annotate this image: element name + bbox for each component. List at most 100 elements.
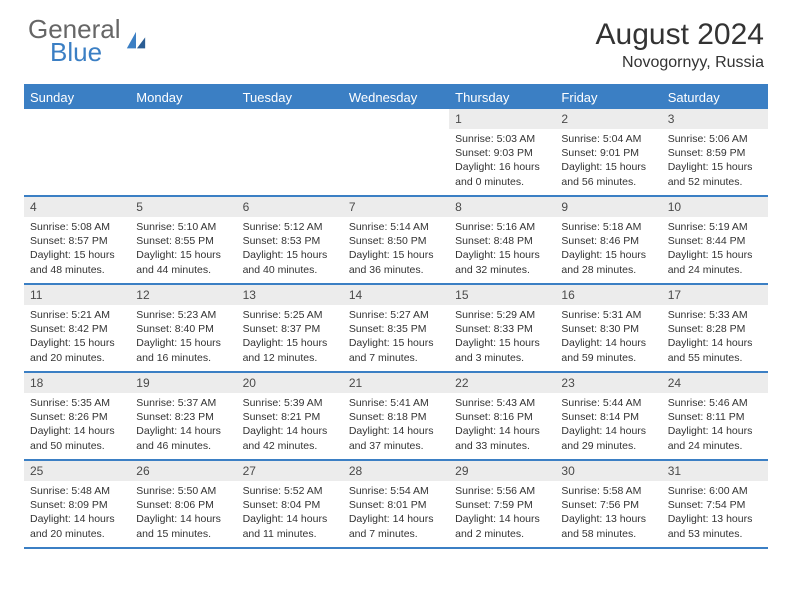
day-cell: 27Sunrise: 5:52 AMSunset: 8:04 PMDayligh…	[237, 461, 343, 547]
day-details: Sunrise: 6:00 AMSunset: 7:54 PMDaylight:…	[662, 481, 768, 546]
weeks-container: 1Sunrise: 5:03 AMSunset: 9:03 PMDaylight…	[24, 109, 768, 549]
day-number: 7	[343, 197, 449, 217]
day-details: Sunrise: 5:46 AMSunset: 8:11 PMDaylight:…	[662, 393, 768, 458]
day-cell	[343, 109, 449, 195]
day-details: Sunrise: 5:06 AMSunset: 8:59 PMDaylight:…	[662, 129, 768, 194]
weekday-label: Wednesday	[343, 86, 449, 109]
day-number: 24	[662, 373, 768, 393]
day-cell: 2Sunrise: 5:04 AMSunset: 9:01 PMDaylight…	[555, 109, 661, 195]
day-details: Sunrise: 5:19 AMSunset: 8:44 PMDaylight:…	[662, 217, 768, 282]
week-row: 11Sunrise: 5:21 AMSunset: 8:42 PMDayligh…	[24, 285, 768, 373]
day-number: 26	[130, 461, 236, 481]
day-details: Sunrise: 5:16 AMSunset: 8:48 PMDaylight:…	[449, 217, 555, 282]
week-row: 4Sunrise: 5:08 AMSunset: 8:57 PMDaylight…	[24, 197, 768, 285]
day-cell: 14Sunrise: 5:27 AMSunset: 8:35 PMDayligh…	[343, 285, 449, 371]
week-row: 18Sunrise: 5:35 AMSunset: 8:26 PMDayligh…	[24, 373, 768, 461]
day-details: Sunrise: 5:41 AMSunset: 8:18 PMDaylight:…	[343, 393, 449, 458]
day-cell: 19Sunrise: 5:37 AMSunset: 8:23 PMDayligh…	[130, 373, 236, 459]
title-block: August 2024 Novogornyy, Russia	[596, 18, 764, 72]
day-details: Sunrise: 5:35 AMSunset: 8:26 PMDaylight:…	[24, 393, 130, 458]
day-details: Sunrise: 5:25 AMSunset: 8:37 PMDaylight:…	[237, 305, 343, 370]
day-details: Sunrise: 5:04 AMSunset: 9:01 PMDaylight:…	[555, 129, 661, 194]
brand-logo: General Blue	[28, 18, 147, 65]
day-details: Sunrise: 5:58 AMSunset: 7:56 PMDaylight:…	[555, 481, 661, 546]
day-details: Sunrise: 5:21 AMSunset: 8:42 PMDaylight:…	[24, 305, 130, 370]
weekday-label: Thursday	[449, 86, 555, 109]
day-number: 4	[24, 197, 130, 217]
day-cell: 10Sunrise: 5:19 AMSunset: 8:44 PMDayligh…	[662, 197, 768, 283]
day-cell: 11Sunrise: 5:21 AMSunset: 8:42 PMDayligh…	[24, 285, 130, 371]
day-details: Sunrise: 5:29 AMSunset: 8:33 PMDaylight:…	[449, 305, 555, 370]
day-cell: 31Sunrise: 6:00 AMSunset: 7:54 PMDayligh…	[662, 461, 768, 547]
day-details: Sunrise: 5:18 AMSunset: 8:46 PMDaylight:…	[555, 217, 661, 282]
day-cell: 5Sunrise: 5:10 AMSunset: 8:55 PMDaylight…	[130, 197, 236, 283]
day-number: 31	[662, 461, 768, 481]
day-cell: 20Sunrise: 5:39 AMSunset: 8:21 PMDayligh…	[237, 373, 343, 459]
day-details: Sunrise: 5:08 AMSunset: 8:57 PMDaylight:…	[24, 217, 130, 282]
weekday-label: Saturday	[662, 86, 768, 109]
day-cell: 7Sunrise: 5:14 AMSunset: 8:50 PMDaylight…	[343, 197, 449, 283]
day-number: 25	[24, 461, 130, 481]
day-cell: 26Sunrise: 5:50 AMSunset: 8:06 PMDayligh…	[130, 461, 236, 547]
day-cell: 9Sunrise: 5:18 AMSunset: 8:46 PMDaylight…	[555, 197, 661, 283]
day-details: Sunrise: 5:33 AMSunset: 8:28 PMDaylight:…	[662, 305, 768, 370]
sail-icon	[125, 30, 147, 52]
weekday-label: Sunday	[24, 86, 130, 109]
day-number: 14	[343, 285, 449, 305]
day-details: Sunrise: 5:10 AMSunset: 8:55 PMDaylight:…	[130, 217, 236, 282]
day-cell: 1Sunrise: 5:03 AMSunset: 9:03 PMDaylight…	[449, 109, 555, 195]
day-cell: 16Sunrise: 5:31 AMSunset: 8:30 PMDayligh…	[555, 285, 661, 371]
day-cell: 22Sunrise: 5:43 AMSunset: 8:16 PMDayligh…	[449, 373, 555, 459]
calendar: SundayMondayTuesdayWednesdayThursdayFrid…	[24, 84, 768, 549]
day-details: Sunrise: 5:39 AMSunset: 8:21 PMDaylight:…	[237, 393, 343, 458]
day-cell: 13Sunrise: 5:25 AMSunset: 8:37 PMDayligh…	[237, 285, 343, 371]
day-cell: 24Sunrise: 5:46 AMSunset: 8:11 PMDayligh…	[662, 373, 768, 459]
day-number: 19	[130, 373, 236, 393]
day-details: Sunrise: 5:44 AMSunset: 8:14 PMDaylight:…	[555, 393, 661, 458]
day-number: 9	[555, 197, 661, 217]
day-number: 2	[555, 109, 661, 129]
day-cell: 30Sunrise: 5:58 AMSunset: 7:56 PMDayligh…	[555, 461, 661, 547]
month-title: August 2024	[596, 18, 764, 52]
day-cell: 17Sunrise: 5:33 AMSunset: 8:28 PMDayligh…	[662, 285, 768, 371]
day-cell: 12Sunrise: 5:23 AMSunset: 8:40 PMDayligh…	[130, 285, 236, 371]
day-cell: 25Sunrise: 5:48 AMSunset: 8:09 PMDayligh…	[24, 461, 130, 547]
day-cell	[237, 109, 343, 195]
day-number: 15	[449, 285, 555, 305]
day-details: Sunrise: 5:43 AMSunset: 8:16 PMDaylight:…	[449, 393, 555, 458]
week-row: 25Sunrise: 5:48 AMSunset: 8:09 PMDayligh…	[24, 461, 768, 549]
day-details: Sunrise: 5:52 AMSunset: 8:04 PMDaylight:…	[237, 481, 343, 546]
day-number: 21	[343, 373, 449, 393]
day-details: Sunrise: 5:50 AMSunset: 8:06 PMDaylight:…	[130, 481, 236, 546]
day-number: 27	[237, 461, 343, 481]
day-number: 12	[130, 285, 236, 305]
day-cell: 8Sunrise: 5:16 AMSunset: 8:48 PMDaylight…	[449, 197, 555, 283]
day-number: 10	[662, 197, 768, 217]
day-number: 11	[24, 285, 130, 305]
day-details: Sunrise: 5:14 AMSunset: 8:50 PMDaylight:…	[343, 217, 449, 282]
header: General Blue August 2024 Novogornyy, Rus…	[0, 0, 792, 80]
day-number: 8	[449, 197, 555, 217]
brand-bottom: Blue	[28, 41, 121, 64]
day-cell: 18Sunrise: 5:35 AMSunset: 8:26 PMDayligh…	[24, 373, 130, 459]
weekday-label: Monday	[130, 86, 236, 109]
day-cell: 28Sunrise: 5:54 AMSunset: 8:01 PMDayligh…	[343, 461, 449, 547]
day-details: Sunrise: 5:56 AMSunset: 7:59 PMDaylight:…	[449, 481, 555, 546]
day-details: Sunrise: 5:54 AMSunset: 8:01 PMDaylight:…	[343, 481, 449, 546]
day-details: Sunrise: 5:37 AMSunset: 8:23 PMDaylight:…	[130, 393, 236, 458]
day-cell	[24, 109, 130, 195]
day-number: 20	[237, 373, 343, 393]
weekday-label: Tuesday	[237, 86, 343, 109]
day-number: 17	[662, 285, 768, 305]
day-details: Sunrise: 5:31 AMSunset: 8:30 PMDaylight:…	[555, 305, 661, 370]
day-number: 29	[449, 461, 555, 481]
day-details: Sunrise: 5:03 AMSunset: 9:03 PMDaylight:…	[449, 129, 555, 194]
day-cell: 23Sunrise: 5:44 AMSunset: 8:14 PMDayligh…	[555, 373, 661, 459]
day-cell: 3Sunrise: 5:06 AMSunset: 8:59 PMDaylight…	[662, 109, 768, 195]
day-cell	[130, 109, 236, 195]
day-number: 22	[449, 373, 555, 393]
day-number: 16	[555, 285, 661, 305]
week-row: 1Sunrise: 5:03 AMSunset: 9:03 PMDaylight…	[24, 109, 768, 197]
day-number: 5	[130, 197, 236, 217]
day-details: Sunrise: 5:23 AMSunset: 8:40 PMDaylight:…	[130, 305, 236, 370]
